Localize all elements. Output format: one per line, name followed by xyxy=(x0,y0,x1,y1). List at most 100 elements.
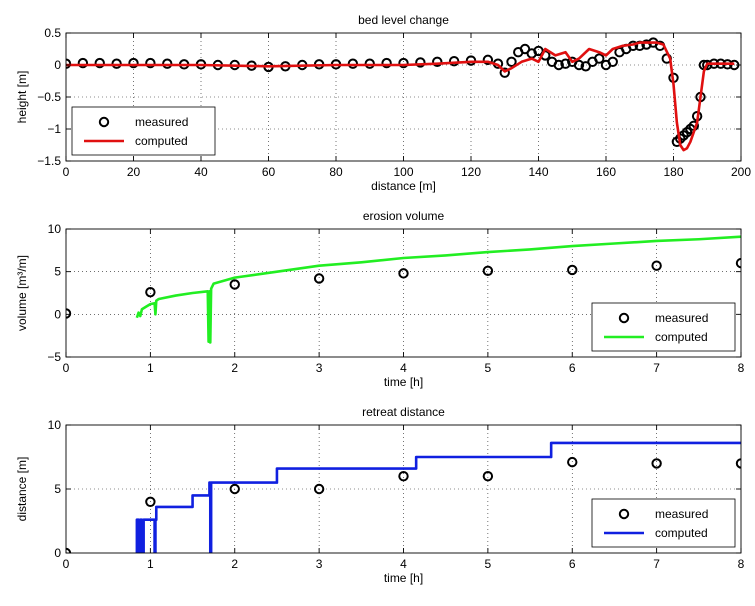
chart-title: erosion volume xyxy=(363,209,445,223)
x-tick-label: 180 xyxy=(663,165,683,179)
series-computed-line xyxy=(66,41,735,152)
x-tick-label: 20 xyxy=(127,165,141,179)
x-tick-label: 2 xyxy=(231,361,238,375)
data-point-measured xyxy=(573,59,585,71)
x-tick-label: 160 xyxy=(596,165,616,179)
data-point-measured xyxy=(482,54,494,66)
y-axis-label: height [m] xyxy=(15,71,29,124)
legend: measured computed xyxy=(591,302,736,352)
x-tick-label: 4 xyxy=(400,361,407,375)
subplot-1: 0 20 40 60 80 100 120 140 160 180 200 −1.5 −1 −0.5 0 0.… xyxy=(15,13,751,193)
data-point-measured xyxy=(432,56,443,67)
legend-box xyxy=(591,302,736,352)
data-point-measured xyxy=(398,57,409,69)
x-tick-label: 140 xyxy=(528,165,548,179)
data-point-measured xyxy=(398,471,409,482)
data-point-measured xyxy=(66,308,72,319)
y-tick-label: −1.5 xyxy=(37,154,61,168)
data-point-measured xyxy=(128,57,139,69)
data-point-measured xyxy=(77,57,89,69)
x-tick-label: 200 xyxy=(731,165,751,179)
x-tick-label: 40 xyxy=(194,165,208,179)
x-tick-label: 3 xyxy=(316,361,323,375)
x-tick-label: 8 xyxy=(738,557,745,571)
data-point-measured xyxy=(567,264,578,276)
y-axis-label: distance [m] xyxy=(15,457,29,522)
legend-box xyxy=(71,106,216,156)
data-point-measured xyxy=(145,57,156,69)
x-tick-label: 7 xyxy=(653,361,660,375)
data-point-measured xyxy=(594,53,605,64)
chart-title: retreat distance xyxy=(362,405,445,419)
data-point-measured xyxy=(145,286,156,298)
x-tick-label: 0 xyxy=(63,557,70,571)
subplot-3: 0 1 2 3 4 5 6 7 8 0 5 10 retreat distance time [h] dis… xyxy=(15,405,745,585)
x-tick-label: 7 xyxy=(653,557,660,571)
legend-label-computed: computed xyxy=(655,330,708,344)
x-tick-label: 100 xyxy=(393,165,413,179)
y-tick-label: 0.5 xyxy=(44,26,61,40)
data-point-measured xyxy=(448,55,460,67)
series-computed-line xyxy=(135,235,741,344)
x-axis-label: distance [m] xyxy=(371,179,436,193)
legend-label-computed: computed xyxy=(655,526,708,540)
legend-label-measured: measured xyxy=(655,311,708,325)
x-tick-label: 120 xyxy=(461,165,481,179)
data-point-measured xyxy=(651,260,662,271)
data-point-measured xyxy=(229,483,240,495)
data-point-measured xyxy=(641,39,652,50)
series-computed-line xyxy=(135,441,741,553)
data-point-measured xyxy=(482,265,494,277)
x-tick-label: 8 xyxy=(738,361,745,375)
data-point-measured xyxy=(651,458,662,469)
x-tick-label: 0 xyxy=(63,165,70,179)
y-tick-label: 10 xyxy=(48,418,62,432)
chart-title: bed level change xyxy=(358,13,449,27)
data-point-measured xyxy=(398,268,409,279)
x-tick-label: 1 xyxy=(147,557,154,571)
x-tick-label: 80 xyxy=(329,165,343,179)
data-point-measured xyxy=(313,273,325,284)
data-point-measured xyxy=(94,57,105,69)
y-tick-label: −5 xyxy=(47,350,61,364)
legend-swatch-measured xyxy=(618,312,630,324)
data-point-measured xyxy=(499,67,510,78)
plot-area xyxy=(66,235,741,344)
x-tick-label: 5 xyxy=(485,361,492,375)
data-point-measured xyxy=(313,483,325,495)
data-point-measured xyxy=(560,58,571,69)
legend: measured computed xyxy=(591,498,736,548)
legend: measured computed xyxy=(71,106,216,156)
data-point-measured xyxy=(553,59,564,71)
x-tick-label: 6 xyxy=(569,361,576,375)
data-point-measured xyxy=(145,496,156,507)
plot-area xyxy=(66,37,740,152)
x-tick-label: 2 xyxy=(231,557,238,571)
y-tick-label: 0 xyxy=(54,546,61,560)
legend-label-computed: computed xyxy=(135,134,188,148)
legend-swatch-measured xyxy=(98,116,110,128)
y-tick-label: −1 xyxy=(47,122,61,136)
data-point-measured xyxy=(482,471,494,482)
data-point-measured xyxy=(381,57,392,69)
y-tick-label: −0.5 xyxy=(37,90,61,104)
legend-label-measured: measured xyxy=(135,115,188,129)
x-tick-label: 3 xyxy=(316,557,323,571)
y-tick-label: 0 xyxy=(54,58,61,72)
legend-label-measured: measured xyxy=(655,507,708,521)
y-tick-label: 5 xyxy=(54,482,61,496)
x-axis-label: time [h] xyxy=(384,571,423,585)
legend-swatch-measured xyxy=(618,508,630,520)
y-tick-label: 5 xyxy=(54,265,61,279)
plot-area xyxy=(66,441,741,553)
x-tick-label: 1 xyxy=(147,361,154,375)
x-axis-label: time [h] xyxy=(384,375,423,389)
legend-box xyxy=(591,498,736,548)
x-tick-label: 5 xyxy=(485,557,492,571)
x-tick-label: 6 xyxy=(569,557,576,571)
data-point-measured xyxy=(229,279,240,290)
x-tick-label: 60 xyxy=(262,165,276,179)
y-tick-label: 10 xyxy=(48,222,62,236)
